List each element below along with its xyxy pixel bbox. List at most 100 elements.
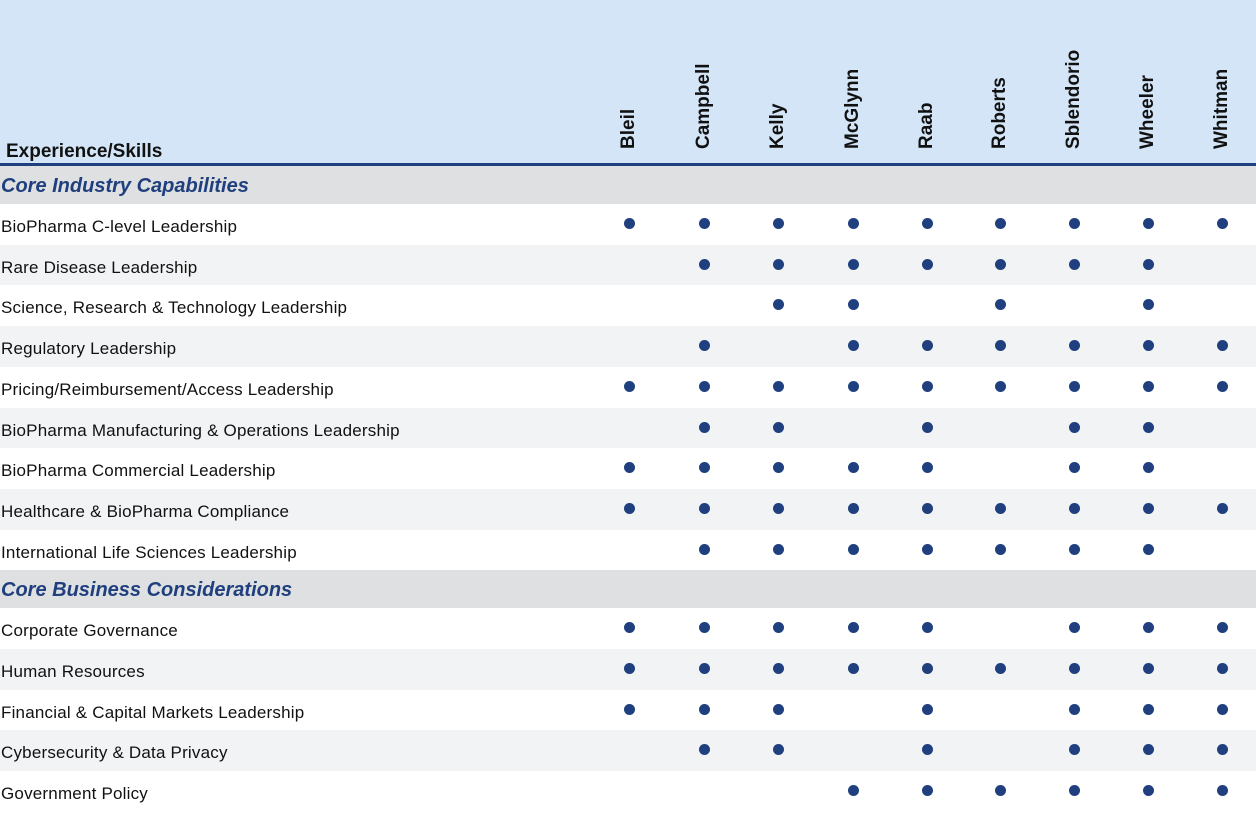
- skill-dot: [772, 462, 784, 474]
- skill-dot: [921, 543, 933, 555]
- skill-dot: [921, 380, 933, 392]
- skill-dot: [921, 421, 933, 433]
- skill-dot: [1142, 744, 1154, 756]
- skill-label: Financial & Capital Markets Leadership: [1, 702, 305, 722]
- skill-dot: [1142, 703, 1154, 715]
- skill-dot: [772, 380, 784, 392]
- skill-dot: [921, 218, 933, 229]
- skill-dot: [847, 218, 859, 229]
- skill-dot: [623, 462, 635, 474]
- skill-dot: [921, 744, 933, 756]
- director-name: Sblendorio: [1063, 49, 1084, 149]
- skill-dot: [1216, 502, 1228, 514]
- skill-dot: [623, 218, 635, 229]
- skill-dot: [698, 380, 710, 392]
- skill-row: Regulatory Leadership: [0, 326, 1256, 367]
- director-name: McGlynn: [842, 68, 863, 149]
- skill-dot: [994, 380, 1006, 392]
- skill-dot: [1068, 744, 1080, 756]
- skill-label: Corporate Governance: [1, 621, 178, 641]
- skill-dot: [847, 380, 859, 392]
- director-name: Raab: [916, 102, 937, 149]
- skill-dot: [698, 543, 710, 555]
- director-name: Whitman: [1211, 68, 1232, 149]
- skill-label: Healthcare & BioPharma Compliance: [1, 501, 290, 521]
- director-name: Campbell: [693, 63, 714, 149]
- section-title: Core Industry Capabilities: [1, 175, 249, 197]
- skill-dot: [623, 380, 635, 392]
- skill-dot: [1142, 380, 1154, 392]
- skill-row: Financial & Capital Markets Leadership: [0, 690, 1256, 731]
- skill-dot: [623, 622, 635, 634]
- skill-label: International Life Sciences Leadership: [1, 542, 297, 562]
- skill-label: Regulatory Leadership: [1, 339, 177, 359]
- skill-dot: [1142, 462, 1154, 474]
- skill-label: BioPharma Manufacturing & Operations Lea…: [1, 420, 400, 440]
- skill-dot: [847, 299, 859, 311]
- skill-dot: [772, 744, 784, 756]
- skill-dot: [1216, 218, 1228, 229]
- director-name: Bleil: [618, 108, 639, 149]
- skill-label: Rare Disease Leadership: [1, 257, 198, 277]
- skill-label: BioPharma Commercial Leadership: [1, 461, 276, 481]
- skill-dot: [994, 663, 1006, 674]
- skill-row: Pricing/Reimbursement/Access Leadership: [0, 367, 1256, 408]
- skill-dot: [698, 502, 710, 514]
- skill-dot: [698, 703, 710, 715]
- skill-dot: [772, 258, 784, 270]
- skill-dot: [1142, 340, 1154, 352]
- skill-dot: [772, 543, 784, 555]
- header-title: Experience/Skills: [6, 141, 163, 162]
- skill-dot: [1068, 663, 1080, 674]
- skill-label: BioPharma C-level Leadership: [1, 217, 238, 236]
- skill-label: Government Policy: [1, 784, 149, 804]
- skill-dot: [698, 421, 710, 433]
- skill-dot: [772, 218, 784, 229]
- section-title: Core Business Considerations: [1, 579, 293, 602]
- skill-row: BioPharma C-level Leadership: [0, 204, 1256, 245]
- section-header: Core Business Considerations: [0, 570, 1256, 609]
- skill-row: Human Resources: [0, 649, 1256, 690]
- skill-dot: [994, 502, 1006, 514]
- skill-dot: [1216, 622, 1228, 634]
- skill-row: Cybersecurity & Data Privacy: [0, 730, 1256, 772]
- skill-dot: [623, 663, 635, 674]
- skill-dot: [847, 663, 859, 674]
- skill-dot: [1142, 785, 1154, 797]
- skill-dot: [623, 502, 635, 514]
- skill-dot: [772, 663, 784, 674]
- skill-dot: [847, 502, 859, 514]
- skill-dot: [994, 785, 1006, 797]
- skill-row: Corporate Governance: [0, 608, 1256, 649]
- skill-dot: [1068, 502, 1080, 514]
- skill-dot: [1068, 380, 1080, 392]
- skill-dot: [772, 502, 784, 514]
- skill-dot: [1068, 421, 1080, 433]
- skill-dot: [1142, 543, 1154, 555]
- skill-dot: [1068, 462, 1080, 474]
- director-name: Kelly: [767, 103, 788, 149]
- skill-dot: [1068, 258, 1080, 270]
- section-header: Core Industry Capabilities: [0, 166, 1256, 204]
- skill-dot: [1216, 340, 1228, 352]
- skill-dot: [994, 258, 1006, 270]
- skill-dot: [1216, 663, 1228, 674]
- skill-label: Human Resources: [1, 662, 145, 681]
- skill-row: BioPharma Commercial Leadership: [0, 448, 1256, 489]
- skill-dot: [1216, 785, 1228, 797]
- skill-dot: [921, 663, 933, 674]
- skill-dot: [994, 340, 1006, 352]
- skill-row: International Life Sciences Leadership: [0, 530, 1256, 571]
- skill-dot: [1142, 663, 1154, 674]
- skill-row: Science, Research & Technology Leadershi…: [0, 285, 1256, 326]
- skill-dot: [1068, 785, 1080, 797]
- skill-dot: [1068, 543, 1080, 555]
- skill-dot: [1142, 502, 1154, 514]
- skill-dot: [1068, 703, 1080, 715]
- skill-dot: [921, 785, 933, 797]
- skill-dot: [1142, 218, 1154, 229]
- skill-label: Science, Research & Technology Leadershi…: [1, 298, 348, 318]
- skill-dot: [698, 218, 710, 229]
- skill-dot: [921, 258, 933, 270]
